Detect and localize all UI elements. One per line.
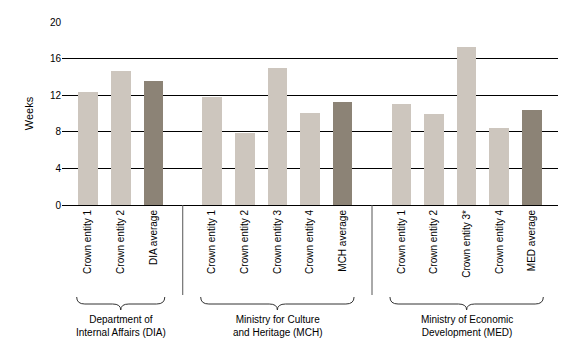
- svg-text:Crown entity 2: Crown entity 2: [115, 210, 126, 274]
- svg-text:MED average: MED average: [526, 210, 537, 272]
- svg-text:Crown entity 1: Crown entity 1: [206, 210, 217, 274]
- svg-text:Ministry of EconomicDevelopmen: Ministry of EconomicDevelopment (MED): [421, 314, 513, 338]
- svg-text:Crown entity 3*: Crown entity 3*: [461, 210, 472, 278]
- svg-text:Crown entity 4: Crown entity 4: [494, 210, 505, 274]
- svg-text:Crown entity 1: Crown entity 1: [82, 210, 93, 274]
- svg-text:MCH average: MCH average: [337, 210, 348, 272]
- svg-text:Crown entity 4: Crown entity 4: [304, 210, 315, 274]
- svg-text:Crown entity 2: Crown entity 2: [428, 210, 439, 274]
- svg-text:DIA average: DIA average: [148, 210, 159, 265]
- svg-text:Crown entity 2: Crown entity 2: [239, 210, 250, 274]
- svg-text:Ministry for Cultureand Herita: Ministry for Cultureand Heritage (MCH): [233, 314, 322, 338]
- svg-text:12: 12: [50, 90, 62, 101]
- svg-text:Department ofInternal Affairs: Department ofInternal Affairs (DIA): [76, 314, 166, 338]
- svg-text:Crown entity 1: Crown entity 1: [396, 210, 407, 274]
- svg-text:0: 0: [55, 200, 61, 211]
- svg-text:Crown entity 3: Crown entity 3: [272, 210, 283, 274]
- svg-text:20: 20: [50, 17, 62, 28]
- svg-text:4: 4: [55, 163, 61, 174]
- svg-text:8: 8: [55, 126, 61, 137]
- svg-text:Weeks: Weeks: [23, 96, 35, 130]
- svg-text:16: 16: [50, 53, 62, 64]
